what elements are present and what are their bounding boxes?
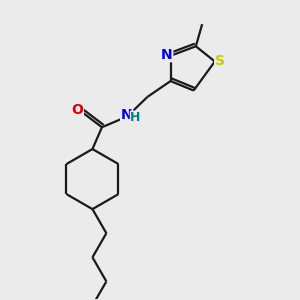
Text: N: N	[161, 47, 172, 61]
Text: N: N	[121, 108, 132, 122]
Text: H: H	[130, 111, 141, 124]
Text: O: O	[71, 103, 83, 117]
Text: S: S	[215, 54, 225, 68]
